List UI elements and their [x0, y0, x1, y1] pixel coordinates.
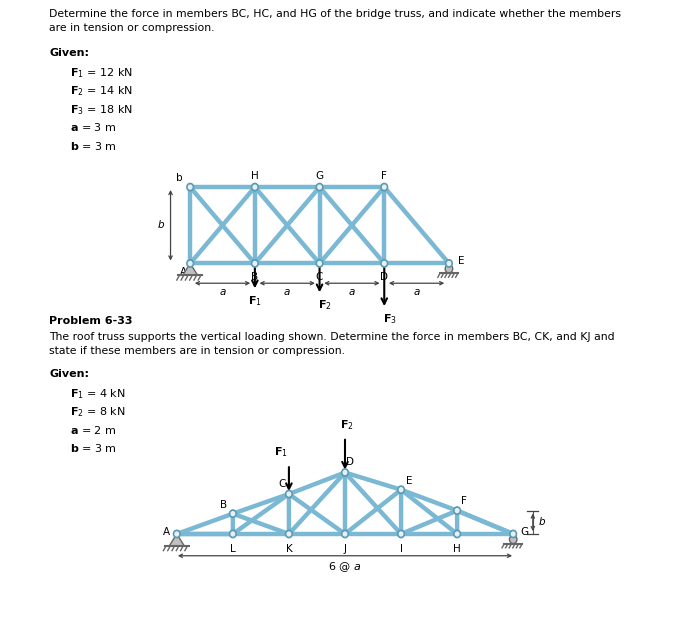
Text: Determine the force in members BC, HC, and HG of the bridge truss, and indicate : Determine the force in members BC, HC, a… — [49, 9, 621, 19]
Text: a: a — [219, 287, 225, 297]
Circle shape — [286, 490, 293, 497]
Circle shape — [382, 185, 386, 189]
Circle shape — [510, 530, 517, 538]
Text: $\mathbf{a}$ = 3 m: $\mathbf{a}$ = 3 m — [70, 121, 116, 133]
Text: Problem 6-33: Problem 6-33 — [49, 316, 133, 326]
Circle shape — [446, 260, 452, 267]
Circle shape — [174, 530, 180, 538]
Circle shape — [188, 261, 192, 265]
Text: D: D — [380, 273, 389, 282]
Circle shape — [454, 507, 461, 514]
Circle shape — [342, 530, 349, 538]
Circle shape — [445, 265, 453, 273]
Text: $\mathbf{F}_1$: $\mathbf{F}_1$ — [248, 294, 262, 308]
Circle shape — [286, 530, 293, 538]
Polygon shape — [183, 263, 197, 275]
Text: $\mathbf{a}$ = 2 m: $\mathbf{a}$ = 2 m — [70, 424, 116, 436]
Circle shape — [188, 185, 192, 189]
Text: G: G — [520, 527, 528, 537]
Text: J: J — [344, 544, 346, 554]
Circle shape — [251, 184, 258, 191]
Circle shape — [381, 184, 388, 191]
Circle shape — [253, 185, 257, 189]
Text: a: a — [284, 287, 290, 297]
Text: D: D — [346, 457, 354, 467]
Circle shape — [399, 532, 402, 536]
Text: K: K — [286, 544, 293, 554]
Text: $\mathbf{F}_1$: $\mathbf{F}_1$ — [274, 446, 288, 459]
Text: G: G — [316, 171, 323, 181]
Circle shape — [316, 260, 323, 267]
Text: $\mathbf{F}_3$ = 18 kN: $\mathbf{F}_3$ = 18 kN — [70, 103, 132, 117]
Text: Given:: Given: — [49, 370, 89, 379]
Circle shape — [251, 260, 258, 267]
Circle shape — [187, 260, 194, 267]
Circle shape — [456, 509, 459, 512]
Text: $\mathbf{F}_2$ = 8 kN: $\mathbf{F}_2$ = 8 kN — [70, 405, 125, 420]
Text: 6 @ $a$: 6 @ $a$ — [328, 560, 362, 574]
Circle shape — [399, 488, 402, 492]
Circle shape — [231, 512, 234, 515]
Text: $\mathbf{F}_3$: $\mathbf{F}_3$ — [383, 312, 397, 326]
Text: are in tension or compression.: are in tension or compression. — [49, 23, 215, 33]
Circle shape — [510, 535, 517, 544]
Circle shape — [343, 470, 346, 475]
Text: The roof truss supports the vertical loading shown. Determine the force in membe: The roof truss supports the vertical loa… — [49, 332, 615, 342]
Circle shape — [316, 184, 323, 191]
Circle shape — [447, 261, 451, 265]
Circle shape — [342, 468, 349, 476]
Text: B: B — [220, 500, 228, 510]
Text: H: H — [251, 171, 259, 181]
Text: C: C — [278, 479, 286, 489]
Text: $\mathbf{F}_2$: $\mathbf{F}_2$ — [340, 418, 354, 432]
Circle shape — [398, 486, 405, 494]
Text: $\mathbf{F}_1$ = 12 kN: $\mathbf{F}_1$ = 12 kN — [70, 66, 132, 80]
Text: $\mathbf{F}_1$ = 4 kN: $\mathbf{F}_1$ = 4 kN — [70, 387, 125, 401]
Circle shape — [287, 492, 290, 496]
Circle shape — [175, 532, 178, 536]
Circle shape — [512, 532, 515, 536]
Text: A: A — [179, 268, 187, 277]
Text: C: C — [316, 273, 323, 282]
Circle shape — [382, 261, 386, 265]
Circle shape — [318, 261, 321, 265]
Circle shape — [343, 532, 346, 536]
Circle shape — [230, 510, 237, 517]
Text: $\mathbf{b}$ = 3 m: $\mathbf{b}$ = 3 m — [70, 140, 117, 151]
Text: b: b — [158, 220, 164, 231]
Text: B: B — [251, 273, 258, 282]
Circle shape — [454, 530, 461, 538]
Circle shape — [187, 184, 194, 191]
Text: L: L — [230, 544, 236, 554]
Circle shape — [230, 530, 236, 538]
Text: I: I — [400, 544, 402, 554]
Circle shape — [318, 185, 321, 189]
Text: $\mathbf{b}$ = 3 m: $\mathbf{b}$ = 3 m — [70, 442, 117, 454]
Text: $\mathbf{F}_2$: $\mathbf{F}_2$ — [318, 298, 332, 312]
Text: H: H — [454, 544, 461, 554]
Text: E: E — [406, 476, 412, 486]
Circle shape — [287, 532, 290, 536]
Text: Given:: Given: — [49, 48, 89, 58]
Polygon shape — [169, 534, 184, 546]
Circle shape — [456, 532, 459, 536]
Text: b: b — [539, 517, 546, 527]
Text: F: F — [382, 171, 387, 181]
Text: a: a — [414, 287, 420, 297]
Text: E: E — [458, 256, 464, 266]
Circle shape — [398, 530, 405, 538]
Circle shape — [231, 532, 234, 536]
Text: F: F — [461, 496, 467, 506]
Text: state if these members are in tension or compression.: state if these members are in tension or… — [49, 345, 345, 356]
Text: $\mathbf{F}_2$ = 14 kN: $\mathbf{F}_2$ = 14 kN — [70, 85, 132, 98]
Text: A: A — [162, 527, 169, 537]
Circle shape — [253, 261, 257, 265]
Text: a: a — [349, 287, 355, 297]
Text: b: b — [176, 173, 182, 183]
Circle shape — [381, 260, 388, 267]
